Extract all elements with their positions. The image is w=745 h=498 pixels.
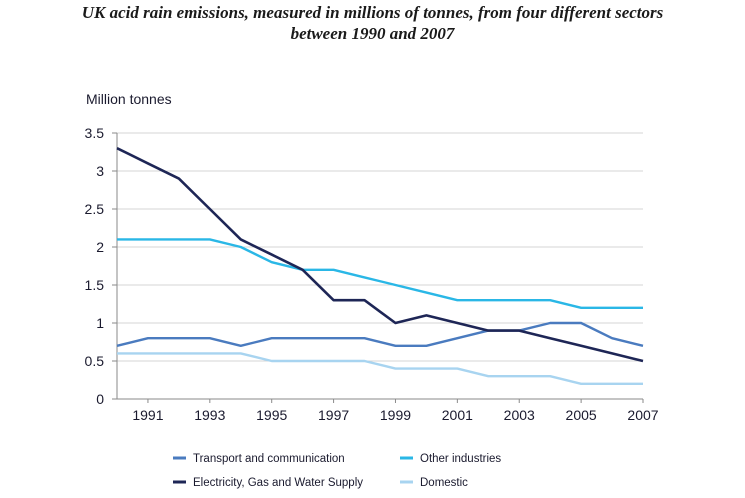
- series-line: [117, 238, 643, 309]
- x-tick-label: 1991: [132, 407, 163, 423]
- legend-label: Transport and communication: [193, 453, 345, 465]
- legend: Transport and communication Other industr…: [173, 453, 501, 489]
- x-tick-label: 2001: [442, 407, 473, 423]
- x-tick-label: 2005: [566, 407, 597, 423]
- series-line: [116, 147, 644, 363]
- y-tick-label: 2.5: [85, 201, 105, 217]
- y-tick-label: 2: [96, 239, 104, 255]
- legend-label: Electricity, Gas and Water Supply: [193, 477, 363, 489]
- x-tick-labels: 1991 1993 1995 1997 1999 2001 2003 2005 2007: [132, 407, 658, 423]
- y-tick-label: 1: [96, 315, 104, 331]
- series-lines: [116, 147, 644, 385]
- legend-label: Other industries: [420, 453, 501, 465]
- x-tick-label: 2007: [627, 407, 658, 423]
- series-line: [117, 352, 643, 385]
- axes: [112, 132, 644, 403]
- legend-label: Domestic: [420, 477, 468, 489]
- y-tick-label: 3: [96, 163, 104, 179]
- chart-title: UK acid rain emissions, measured in mill…: [0, 2, 745, 44]
- y-tick-label: 0: [96, 391, 104, 407]
- x-tick-label: 1993: [194, 407, 225, 423]
- x-tick-label: 2003: [504, 407, 535, 423]
- chart-title-line-1: UK acid rain emissions, measured in mill…: [81, 3, 664, 22]
- x-tick-label: 1997: [318, 407, 349, 423]
- series-line: [116, 321, 644, 347]
- chart-title-line-2: between 1990 and 2007: [290, 24, 455, 43]
- y-tick-label: 1.5: [85, 277, 105, 293]
- y-axis-label: Million tonnes: [86, 91, 172, 107]
- y-tick-label: 3.5: [85, 125, 105, 141]
- gridlines: [117, 132, 643, 362]
- y-tick-label: 0.5: [85, 353, 105, 369]
- x-tick-label: 1999: [380, 407, 411, 423]
- y-tick-labels: 0 0.5 1 1.5 2 2.5 3 3.5: [85, 125, 105, 407]
- x-tick-label: 1995: [256, 407, 287, 423]
